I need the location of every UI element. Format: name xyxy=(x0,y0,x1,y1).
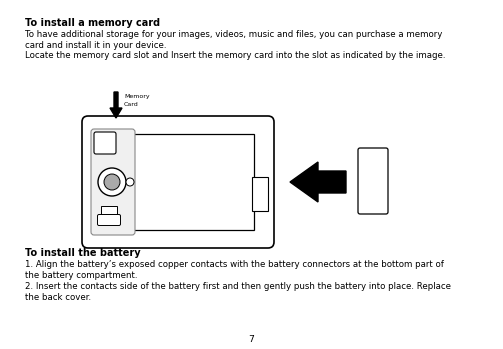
Text: the battery compartment.: the battery compartment. xyxy=(25,271,137,280)
Text: Memory: Memory xyxy=(124,94,149,99)
Text: 2. Insert the contacts side of the battery first and then gently push the batter: 2. Insert the contacts side of the batte… xyxy=(25,282,451,291)
FancyBboxPatch shape xyxy=(82,116,274,248)
Bar xyxy=(132,134,254,230)
FancyBboxPatch shape xyxy=(98,215,121,225)
FancyBboxPatch shape xyxy=(358,148,388,214)
FancyBboxPatch shape xyxy=(91,129,135,235)
Text: the back cover.: the back cover. xyxy=(25,293,91,302)
Text: card and install it in your device.: card and install it in your device. xyxy=(25,41,166,50)
Text: To have additional storage for your images, videos, music and files, you can pur: To have additional storage for your imag… xyxy=(25,30,442,39)
Text: To install the battery: To install the battery xyxy=(25,248,141,258)
Circle shape xyxy=(98,168,126,196)
Text: 7: 7 xyxy=(248,335,254,344)
Bar xyxy=(360,160,368,168)
Bar xyxy=(101,206,117,214)
Text: To install a memory card: To install a memory card xyxy=(25,18,160,28)
Text: Card: Card xyxy=(124,102,139,107)
Text: Locate the memory card slot and Insert the memory card into the slot as indicate: Locate the memory card slot and Insert t… xyxy=(25,51,446,60)
Circle shape xyxy=(126,178,134,186)
FancyArrow shape xyxy=(290,162,346,202)
Circle shape xyxy=(104,174,120,190)
FancyBboxPatch shape xyxy=(94,132,116,154)
Bar xyxy=(252,177,268,211)
Text: 1. Align the battery’s exposed copper contacts with the battery connectors at th: 1. Align the battery’s exposed copper co… xyxy=(25,260,444,269)
FancyArrow shape xyxy=(110,92,122,118)
